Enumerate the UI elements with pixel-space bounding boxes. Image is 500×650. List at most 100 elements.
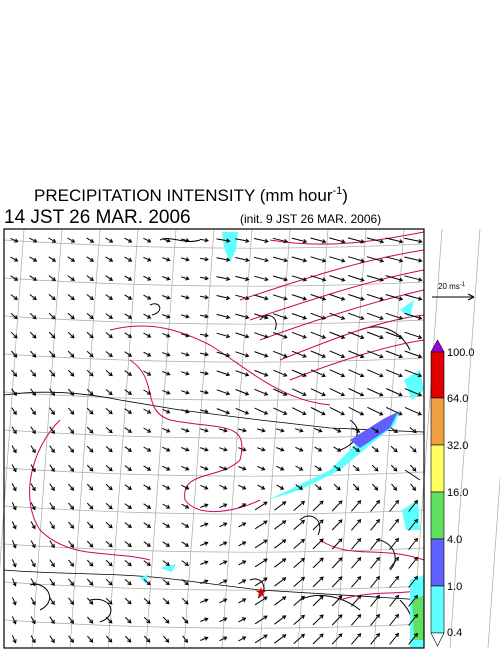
wind-vector [295, 484, 304, 490]
wind-vector [238, 522, 247, 528]
colorbar-segment [430, 491, 445, 540]
wind-vector [366, 312, 384, 320]
wind-vector [409, 445, 417, 453]
wind-vector [219, 484, 228, 490]
wind-vector [200, 560, 209, 565]
wind-vector [124, 616, 132, 624]
wind-vector [162, 597, 170, 605]
wind-vector [219, 522, 228, 528]
wind-vector [10, 331, 18, 339]
wind-vector [143, 503, 152, 509]
graticule-line [145, 228, 177, 649]
wind-vector [124, 597, 132, 605]
wind-vector [86, 502, 94, 510]
wind-vector [143, 294, 152, 300]
graticule-line [3, 315, 425, 325]
wind-vector [68, 540, 75, 548]
wind-vector [124, 351, 133, 357]
precip-area [350, 412, 398, 448]
wind-vector [254, 388, 269, 396]
wind-vector [218, 428, 228, 433]
wind-vector [11, 521, 17, 530]
graticule-line [487, 475, 500, 649]
wind-vector [200, 447, 209, 452]
wind-vector [238, 636, 247, 642]
wind-vector [181, 295, 190, 300]
wind-vector [199, 238, 209, 243]
wind-vector [219, 466, 228, 471]
wind-vector [162, 484, 171, 490]
wind-vector [331, 633, 343, 645]
wind-vector [162, 370, 171, 376]
wind-vector [105, 635, 113, 643]
graticule-line [3, 353, 425, 363]
map: ★ [0, 228, 500, 649]
wind-vector [238, 598, 247, 604]
wind-vector [370, 499, 381, 512]
wind-vector [385, 312, 404, 320]
wind-vector [200, 466, 209, 471]
wind-vector [408, 632, 419, 645]
wind-vector [86, 521, 94, 529]
wind-vector [348, 331, 365, 340]
wind-vector [124, 275, 133, 281]
wind-vector [256, 428, 266, 433]
wind-vector [366, 256, 385, 263]
wind-vector [292, 407, 307, 416]
wind-vector [329, 331, 346, 339]
wind-vector [216, 370, 231, 377]
wind-vector [162, 351, 171, 357]
wind-vector [291, 275, 308, 282]
wind-vector [293, 519, 306, 530]
wind-vector [11, 540, 17, 549]
wind-vector [67, 331, 75, 339]
wind-vector [351, 632, 362, 645]
wind-vector [254, 332, 269, 339]
wind-vector [181, 390, 190, 395]
wind-vector [390, 427, 398, 433]
wind-vector [86, 369, 94, 377]
wind-vector [200, 409, 209, 414]
wind-vector [143, 579, 151, 586]
wind-vector [67, 369, 75, 377]
wind-vector [48, 256, 57, 262]
wind-vector [329, 406, 345, 416]
wind-vector [162, 522, 171, 528]
wind-vector [105, 616, 113, 624]
wind-vector [49, 426, 55, 435]
wind-vector [331, 614, 343, 626]
wind-vector [124, 503, 132, 509]
colorbar-label: 1.0 [447, 581, 462, 593]
wind-vector [30, 521, 36, 530]
wind-vector [49, 521, 55, 530]
wind-vector [351, 537, 362, 550]
wind-vector [404, 350, 423, 359]
graticule-line [3, 391, 425, 401]
wind-vector [219, 560, 228, 566]
wind-vector [408, 613, 419, 626]
wind-vector [48, 350, 56, 358]
wind-vector [105, 484, 113, 491]
colorbar-segment [430, 444, 445, 493]
wind-vector [49, 540, 55, 549]
wind-vector [272, 275, 288, 282]
wind-vector [238, 466, 247, 471]
wind-vector [253, 256, 269, 263]
wind-vector [86, 294, 94, 301]
wind-vector [310, 275, 327, 282]
wind-vector [124, 522, 132, 528]
wind-vector [181, 579, 189, 586]
wind-vector [329, 388, 346, 397]
precip-area [400, 300, 424, 648]
wind-vector [351, 518, 362, 531]
wind-vector [371, 464, 379, 472]
wind-vector [331, 500, 343, 512]
wind-vector [291, 294, 308, 301]
wind-vector [181, 522, 190, 528]
wind-vector [68, 464, 75, 472]
wind-vector [408, 499, 419, 512]
wind-vector [347, 237, 365, 244]
wind-vectors [10, 237, 423, 645]
wind-vector [11, 502, 17, 511]
wind-vector [29, 237, 38, 243]
